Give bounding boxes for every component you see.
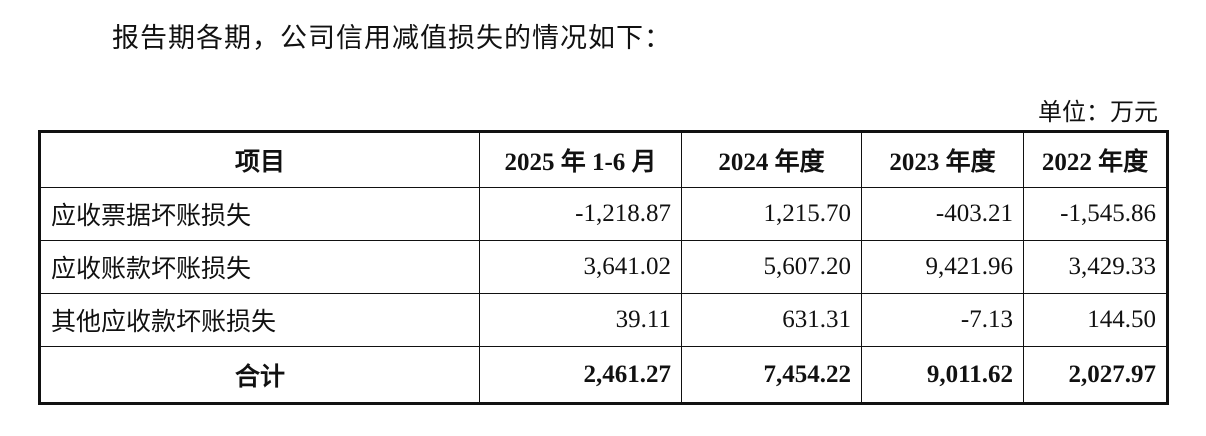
loss-table: 项目 2025 年 1-6 月 2024 年度 2023 年度 2022 年度 应收票据… (38, 130, 1169, 405)
value-cell: 39.11 (479, 293, 682, 347)
table-row: 应收票据坏账损失 -1,218.87 1,215.70 -403.21 -1,545.8… (39, 187, 1168, 241)
value-cell: 9,421.96 (861, 240, 1024, 294)
value-cell: 9,011.62 (861, 346, 1024, 404)
value-cell: 3,641.02 (479, 240, 682, 294)
header-row: 项目 2025 年 1-6 月 2024 年度 2023 年度 2022 年度 (39, 131, 1168, 188)
header-cell: 2025 年 1-6 月 (479, 131, 682, 188)
row-label: 其他应收款坏账损失 (39, 293, 480, 347)
value-cell: -7.13 (861, 293, 1024, 347)
intro-text: 报告期各期，公司信用减值损失的情况如下： (112, 23, 672, 53)
header-cell: 2022 年度 (1023, 131, 1168, 188)
value-cell: 7,454.22 (681, 346, 862, 404)
value-cell: 144.50 (1023, 293, 1168, 347)
value-cell: 1,215.70 (681, 187, 862, 241)
table-row: 应收账款坏账损失 3,641.02 5,607.20 9,421.96 3,429.33 (39, 240, 1168, 294)
value-cell: 2,461.27 (479, 346, 682, 404)
row-label: 合计 (39, 346, 480, 404)
value-cell: 5,607.20 (681, 240, 862, 294)
table-row: 合计 2,461.27 7,454.22 9,011.62 2,027.97 (39, 346, 1168, 404)
value-cell: -1,545.86 (1023, 187, 1168, 241)
value-cell: 631.31 (681, 293, 862, 347)
value-cell: 3,429.33 (1023, 240, 1168, 294)
header-cell: 2023 年度 (861, 131, 1024, 188)
row-label: 应收账款坏账损失 (39, 240, 480, 294)
value-cell: -403.21 (861, 187, 1024, 241)
table-body: 应收票据坏账损失 -1,218.87 1,215.70 -403.21 -1,545.8… (39, 187, 1168, 404)
value-cell: -1,218.87 (479, 187, 682, 241)
table-row: 其他应收款坏账损失 39.11 631.31 -7.13 144.50 (39, 293, 1168, 347)
value-cell: 2,027.97 (1023, 346, 1168, 404)
unit-label: 单位：万元 (1038, 100, 1158, 126)
header-cell: 项目 (39, 131, 480, 188)
header-cell: 2024 年度 (681, 131, 862, 188)
row-label: 应收票据坏账损失 (39, 187, 480, 241)
